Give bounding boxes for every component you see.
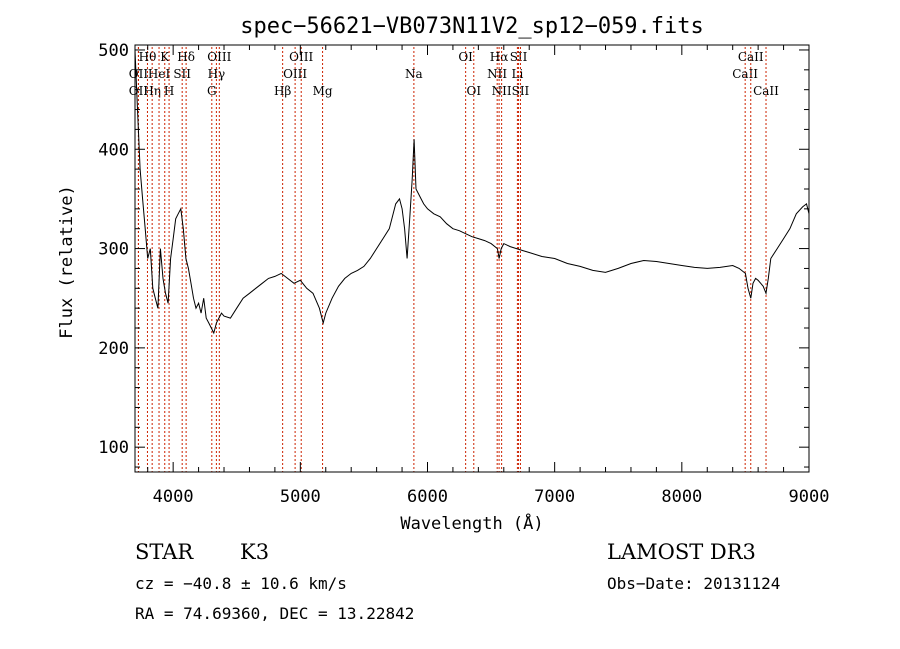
marker-label: HeI [148, 67, 171, 81]
x-axis-label: Wavelength (Å) [400, 512, 543, 534]
y-tick-label: 300 [98, 240, 129, 260]
marker-label: Li [511, 67, 523, 81]
x-tick-label: 9000 [789, 487, 830, 507]
spectrum-series-line [134, 49, 810, 335]
redshift-cz: cz = −40.8 ± 10.6 km/s [135, 574, 347, 593]
x-tick-label: 6000 [407, 487, 448, 507]
x-tick-label: 4000 [153, 487, 194, 507]
marker-label: NII [487, 67, 507, 81]
x-tick-label: 8000 [661, 487, 702, 507]
obs-date: Obs−Date: 20131124 [607, 574, 780, 593]
marker-label: H [164, 84, 174, 98]
marker-label: G [207, 84, 217, 98]
marker-label: Hγ [208, 67, 226, 81]
marker-label: Na [405, 67, 423, 81]
plot-frame [134, 44, 810, 473]
marker-label: OIII [289, 50, 313, 64]
y-tick-label: 400 [98, 140, 129, 160]
marker-label: OII [129, 67, 149, 81]
marker-label: CaII [753, 84, 779, 98]
marker-label: Mg [313, 84, 333, 98]
y-tick-label: 100 [98, 438, 129, 458]
marker-label: Hδ [177, 50, 195, 64]
marker-label: OII [129, 84, 149, 98]
object-subclass: K3 [240, 540, 269, 564]
marker-label: SII [510, 50, 528, 64]
marker-label: SII [512, 84, 530, 98]
line-markers: OII OII Hθ Hη HeI K H SII Hδ G Hγ OIII Hβ OIII OIII Mg N… [129, 47, 779, 472]
chart-title: spec−56621−VB073N11V2_sp12−059.fits [240, 14, 704, 39]
marker-label: OIII [283, 67, 307, 81]
x-axis-ticks: 4000 5000 6000 7000 8000 9000 [147, 45, 830, 507]
y-tick-label: 500 [98, 41, 129, 61]
marker-label: CaII [738, 50, 764, 64]
survey-name: LAMOST DR3 [607, 540, 756, 564]
x-tick-label: 7000 [534, 487, 575, 507]
marker-label: OI [458, 50, 473, 64]
y-tick-label: 200 [98, 339, 129, 359]
y-axis-ticks: 100 200 300 400 500 [98, 41, 809, 468]
y-axis-label: Flux (relative) [57, 185, 77, 339]
marker-label: OIII [207, 50, 231, 64]
marker-label: Hθ [139, 50, 157, 64]
object-class: STAR [135, 540, 194, 564]
marker-label: SII [173, 67, 191, 81]
marker-label: Hη [143, 84, 161, 98]
marker-label: CaII [732, 67, 758, 81]
ra-dec: RA = 74.69360, DEC = 13.22842 [135, 604, 414, 623]
marker-label: NII [492, 84, 512, 98]
x-tick-label: 5000 [280, 487, 321, 507]
marker-label: Hβ [274, 84, 291, 98]
marker-label: OI [466, 84, 481, 98]
marker-label: Hα [490, 50, 509, 64]
marker-label: K [160, 50, 170, 64]
